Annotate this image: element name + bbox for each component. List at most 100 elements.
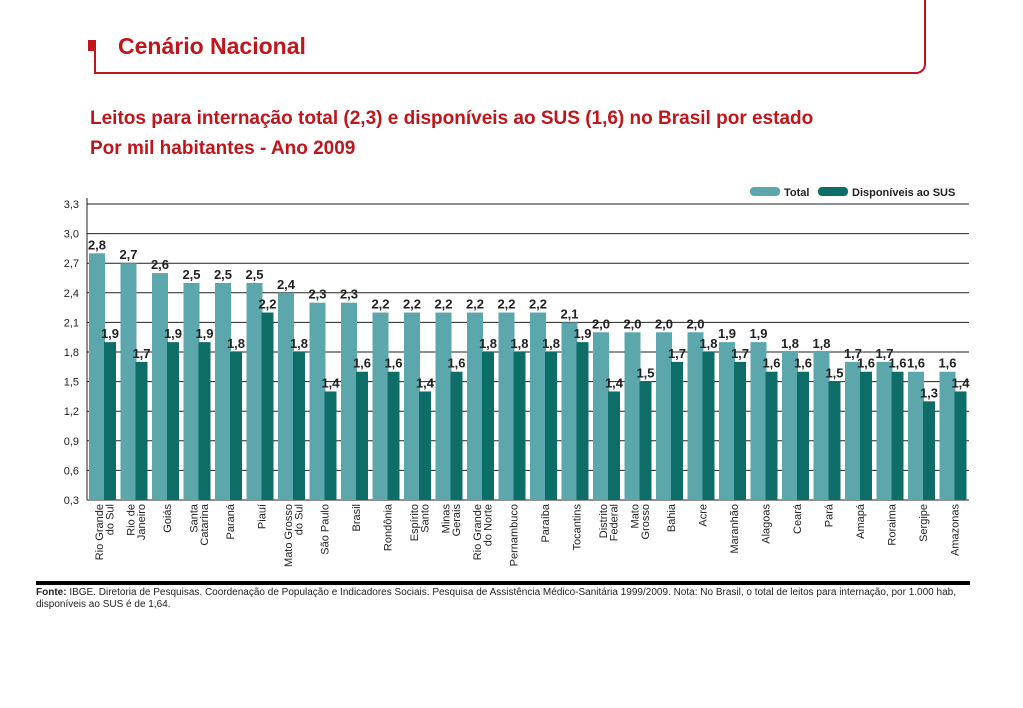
category-label-line: Acre xyxy=(698,504,710,527)
category-label: Paraná xyxy=(225,503,237,539)
data-label-total: 2,2 xyxy=(529,297,547,312)
data-label-total: 2,3 xyxy=(308,287,326,302)
y-tick-label: 2,7 xyxy=(64,258,79,270)
data-label-sus: 2,2 xyxy=(258,297,276,312)
data-label-sus: 1,4 xyxy=(605,375,624,390)
category-label-line: Alagoas xyxy=(761,504,773,544)
source-divider xyxy=(36,581,970,585)
data-label-total: 2,4 xyxy=(277,277,296,292)
bar-total xyxy=(719,342,735,500)
category-label: Tocantins xyxy=(572,504,584,551)
data-label-sus: 1,8 xyxy=(510,336,528,351)
category-label-line: Rio Grande xyxy=(472,504,484,560)
data-label-total: 2,5 xyxy=(245,267,263,282)
data-label-sus: 1,4 xyxy=(321,375,340,390)
category-label-line: Maranhão xyxy=(729,504,741,554)
category-label-line: Paraíba xyxy=(540,503,552,542)
category-label-line: Rondônia xyxy=(383,503,395,551)
category-label-line: Gerais xyxy=(451,504,463,537)
section-title: Cenário Nacional xyxy=(118,33,306,59)
bar-sus xyxy=(797,371,809,500)
bar-sus xyxy=(891,371,904,500)
data-label-total: 2,7 xyxy=(119,247,137,262)
data-label-total: 1,8 xyxy=(812,336,830,351)
bar-total xyxy=(656,332,672,500)
legend-label-sus: Disponíveis ao SUS xyxy=(852,187,955,199)
data-label-sus: 1,4 xyxy=(951,375,970,390)
data-label-total: 1,9 xyxy=(749,326,767,341)
bar-total xyxy=(89,253,105,500)
data-label-sus: 1,8 xyxy=(699,336,717,351)
bar-sus xyxy=(734,361,746,500)
y-tick-label: 3,0 xyxy=(64,229,79,241)
category-label-line: Bahia xyxy=(666,503,678,532)
category-label-line: Mato xyxy=(629,504,641,528)
y-tick-label: 3,3 xyxy=(64,199,79,211)
bar-sus xyxy=(513,352,526,500)
category-label-line: Rio de xyxy=(125,504,137,536)
bar-total xyxy=(845,361,861,500)
data-label-sus: 1,4 xyxy=(416,375,435,390)
data-label-sus: 1,7 xyxy=(668,346,686,361)
bar-sus xyxy=(639,381,652,500)
data-label-total: 2,0 xyxy=(623,316,641,331)
category-label: Acre xyxy=(698,504,710,527)
category-label-line: Goiás xyxy=(162,504,174,533)
source-text: IBGE. Diretoria de Pesquisas. Coordenaçã… xyxy=(36,587,956,610)
data-label-total: 2,6 xyxy=(151,257,169,272)
data-label-total: 1,6 xyxy=(938,356,956,371)
bar-sus xyxy=(450,371,463,500)
bar-sus xyxy=(167,342,179,500)
data-label-total: 2,0 xyxy=(655,316,673,331)
bar-sus xyxy=(324,391,337,500)
bar-total xyxy=(687,332,704,500)
bar-total xyxy=(435,312,452,500)
category-label-line: Janeiro xyxy=(136,504,148,540)
category-label: São Paulo xyxy=(320,504,332,555)
bar-sus xyxy=(828,381,841,500)
bar-sus xyxy=(671,361,683,500)
data-label-sus: 1,9 xyxy=(101,326,119,341)
data-label-total: 2,1 xyxy=(560,306,578,321)
chart-subtitle-line2: Por mil habitantes - Ano 2009 xyxy=(90,138,356,159)
category-label-line: Pará xyxy=(824,503,836,527)
category-label: Piauí xyxy=(257,504,269,529)
source-label: Fonte: xyxy=(36,587,67,598)
bar-sus xyxy=(261,312,274,500)
chart-subtitle-line1: Leitos para internação total (2,3) e dis… xyxy=(90,108,814,129)
category-label: Paraíba xyxy=(540,503,552,542)
legend-label-total: Total xyxy=(784,187,809,199)
category-label-line: Amazonas xyxy=(950,504,962,556)
data-label-total: 2,2 xyxy=(497,297,515,312)
bar-sus xyxy=(198,342,211,500)
data-label-sus: 1,3 xyxy=(920,385,938,400)
data-label-sus: 1,6 xyxy=(353,356,371,371)
bar-total xyxy=(750,342,767,500)
bar-total xyxy=(183,282,200,500)
category-label-line: Minas xyxy=(440,504,452,534)
y-tick-label: 0,3 xyxy=(64,495,79,507)
category-label-line: Espírito xyxy=(409,504,421,541)
data-label-sus: 1,6 xyxy=(384,356,402,371)
bar-total xyxy=(341,302,357,500)
bar-total xyxy=(152,273,168,500)
y-tick-label: 2,1 xyxy=(64,317,79,329)
category-label-line: Federal xyxy=(608,504,620,541)
data-label-total: 1,6 xyxy=(907,356,925,371)
data-label-total: 1,7 xyxy=(844,346,862,361)
y-tick-label: 2,4 xyxy=(64,288,79,300)
category-label-line: Sergipe xyxy=(918,504,930,542)
category-label-line: Rio Grande xyxy=(94,504,106,560)
category-label-line: Grosso xyxy=(640,504,652,539)
bar-sus xyxy=(954,391,967,500)
legend-swatch-sus xyxy=(818,187,848,196)
bar-sus xyxy=(482,352,494,500)
data-label-total: 2,0 xyxy=(592,316,610,331)
category-label-line: Santo xyxy=(419,504,431,533)
data-label-total: 2,3 xyxy=(340,287,358,302)
data-label-sus: 1,9 xyxy=(164,326,182,341)
data-label-sus: 1,9 xyxy=(573,326,591,341)
